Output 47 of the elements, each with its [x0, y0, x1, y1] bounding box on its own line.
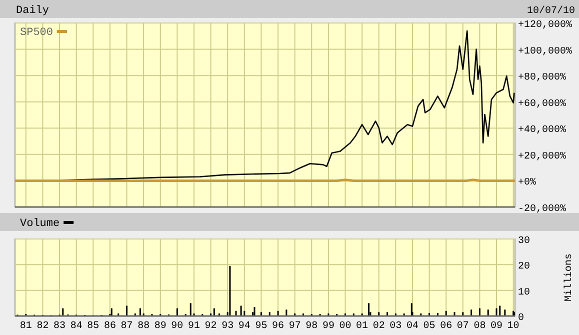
x-tick-label: 01 — [356, 321, 368, 332]
x-tick-label: 83 — [54, 321, 66, 332]
x-tick-label: 09 — [490, 321, 503, 332]
x-tick-label: 87 — [120, 321, 133, 332]
y-tick-label: -20,000% — [518, 204, 566, 215]
y-tick-label: +120,000% — [518, 20, 572, 31]
y-tick-label: +40,000% — [518, 125, 566, 136]
text: 10/07/10 — [526, 5, 575, 17]
x-tick-label: 02 — [372, 321, 385, 332]
x-tick-label: 97 — [288, 321, 301, 332]
y-tick-label: +100,000% — [518, 46, 572, 58]
legend-label: Volume — [20, 218, 60, 230]
x-tick-label: 05 — [423, 321, 436, 332]
x-tick-label: 07 — [456, 321, 469, 332]
y-tick-label: 30 — [518, 236, 530, 247]
x-tick-label: 99 — [322, 321, 334, 332]
x-tick-label: 94 — [238, 321, 250, 332]
y-tick-label: 0 — [518, 313, 524, 324]
y-tick-label: +20,000% — [518, 151, 566, 162]
x-tick-label: 81 — [20, 321, 32, 332]
x-tick-label: 08 — [474, 321, 486, 332]
x-tick-label: 85 — [87, 321, 100, 332]
x-tick-label: 95 — [255, 321, 268, 332]
x-tick-label: 89 — [154, 321, 166, 332]
x-tick-label: 03 — [390, 321, 402, 332]
chart-title: Daily — [16, 5, 50, 17]
y-axis-title: Millions — [563, 253, 575, 302]
x-tick-label: 10 — [507, 321, 520, 332]
y-tick-label: 10 — [518, 287, 530, 298]
y-tick-label: +0% — [518, 178, 536, 189]
x-tick-label: 00 — [339, 321, 352, 332]
x-tick-label: 96 — [272, 321, 284, 332]
y-tick-label: +80,000% — [518, 72, 566, 84]
x-tick-label: 82 — [36, 321, 49, 332]
x-tick-label: 86 — [104, 321, 116, 332]
x-tick-label: 91 — [188, 321, 200, 332]
x-tick-label: 84 — [70, 321, 82, 332]
x-tick-label: 04 — [406, 321, 418, 332]
x-tick-label: 90 — [171, 321, 184, 332]
y-tick-label: 20 — [518, 262, 530, 273]
x-tick-label: 93 — [222, 321, 234, 332]
x-tick-label: 88 — [138, 321, 150, 332]
legend-label: SP500 — [20, 27, 54, 39]
y-tick-label: +60,000% — [518, 98, 566, 110]
x-tick-label: 92 — [204, 321, 217, 332]
x-tick-label: 06 — [440, 321, 452, 332]
x-tick-label: 98 — [306, 321, 318, 332]
